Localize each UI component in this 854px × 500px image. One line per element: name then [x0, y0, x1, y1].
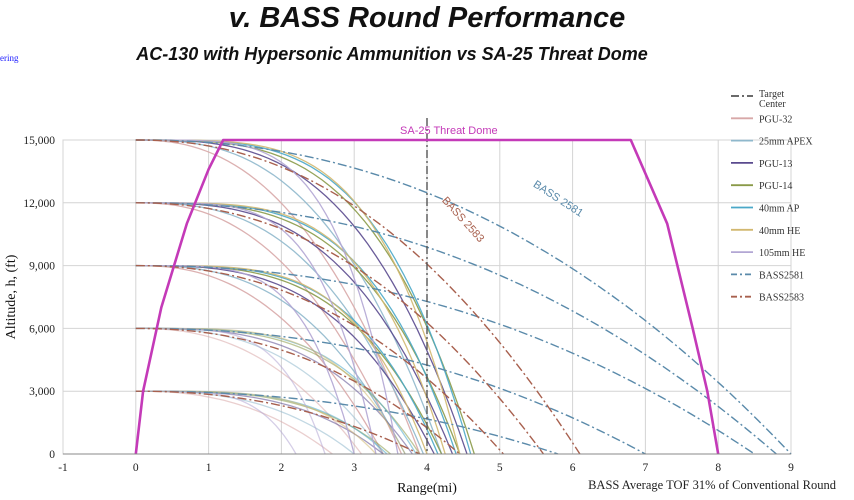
threat-dome-group: [134, 118, 720, 455]
legend-label: 105mm HE: [759, 248, 805, 259]
legend-label: BASS2581: [759, 270, 804, 281]
y-tick-label: 15,000: [23, 135, 55, 147]
x-tick-label: -1: [58, 462, 68, 474]
x-tick-label: 4: [424, 462, 430, 474]
legend-label: Target Center: [759, 89, 786, 110]
trajectory-pgu-32: [135, 264, 384, 455]
trajectory-bass2583: [135, 202, 545, 455]
slide-title: v. BASS Round Performance: [228, 2, 626, 34]
trajectory-bass2581: [135, 139, 792, 455]
x-tick-label: 7: [643, 462, 649, 474]
y-tick-label: 0: [49, 449, 55, 461]
legend-label: 40mm AP: [759, 204, 800, 215]
y-tick-label: 12,000: [23, 198, 55, 210]
y-tick-label: 6,000: [29, 323, 55, 335]
y-tick-label: 3,000: [29, 386, 55, 398]
trajectory-105mm-he: [135, 390, 297, 455]
legend-label: 25mm APEX: [759, 137, 813, 148]
trajectory-bass2583: [135, 264, 504, 455]
x-tick-label: 0: [133, 462, 139, 474]
footnote: BASS Average TOF 31% of Conventional Rou…: [588, 478, 836, 492]
x-tick-label: 2: [279, 462, 285, 474]
trajectory-105mm-he: [135, 139, 399, 455]
trajectory-bass2583: [135, 139, 581, 455]
corner-link-text[interactable]: ering: [0, 53, 19, 63]
threat-dome-outline: [134, 138, 720, 455]
slide-subtitle: AC-130 with Hypersonic Ammunition vs SA-…: [136, 44, 648, 64]
trajectory-pgu-32: [135, 139, 421, 455]
threat-dome-label: SA-25 Threat Dome: [400, 125, 498, 137]
bass2581-label: BASS 2581: [531, 179, 585, 220]
trajectory-pgu-32: [135, 202, 403, 455]
y-axis-label: Altitude, h, (ft): [4, 254, 19, 339]
x-tick-label: 9: [788, 462, 794, 474]
trajectory-bass2583: [135, 390, 421, 455]
x-tick-label: 5: [497, 462, 503, 474]
trajectory-bass2583: [135, 327, 461, 455]
legend-label: 40mm HE: [759, 226, 800, 237]
legend-label: PGU-32: [759, 114, 792, 125]
legend-label: PGU-13: [759, 159, 792, 170]
trajectory-25mm-apex: [135, 264, 406, 455]
trajectory-pgu-14: [135, 390, 392, 455]
legend-label: BASS2583: [759, 293, 804, 304]
trajectory-40mm-ap: [135, 390, 388, 455]
x-axis-label: Range(mi): [397, 481, 457, 496]
trajectory-105mm-he: [135, 327, 326, 455]
y-tick-label: 9,000: [29, 261, 55, 273]
x-tick-label: 3: [351, 462, 357, 474]
conventional-trajectories: [135, 139, 475, 455]
trajectory-bass2581: [135, 327, 646, 455]
bass-trajectories: [135, 139, 792, 455]
x-tick-label: 8: [715, 462, 721, 474]
trajectory-bass2581: [135, 264, 755, 455]
bass2583-label: BASS 2583: [439, 195, 486, 245]
x-tick-label: 1: [206, 462, 212, 474]
legend-label: PGU-14: [759, 181, 792, 192]
trajectory-bass2581: [135, 202, 777, 455]
legend: Target Center PGU-32 25mm APEX PGU-13 PGU-14 4…: [731, 89, 813, 304]
x-tick-label: 6: [570, 462, 576, 474]
trajectory-bass2581: [135, 390, 559, 455]
